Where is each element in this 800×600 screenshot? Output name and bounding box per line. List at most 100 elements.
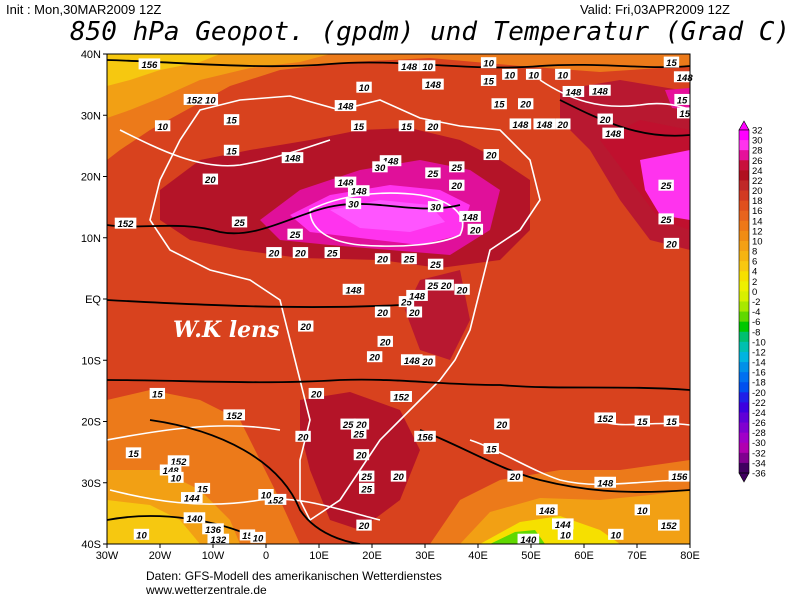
contour-label: 15: [480, 74, 497, 87]
contour-label: 15: [194, 482, 211, 495]
valid-time: Valid: Fri,03APR2009 12Z: [579, 2, 730, 17]
contour-label: 15: [674, 93, 690, 106]
legend-tick-label: 14: [752, 216, 763, 227]
svg-text:152: 152: [597, 414, 614, 425]
contour-label: 30: [345, 198, 362, 211]
svg-text:30: 30: [430, 203, 441, 214]
svg-text:10: 10: [136, 530, 147, 541]
contour-label: 30: [427, 201, 444, 214]
contour-label: 15: [125, 447, 142, 460]
legend-tick-label: 32: [752, 126, 763, 137]
svg-text:25: 25: [342, 420, 354, 431]
svg-text:25: 25: [233, 218, 245, 229]
contour-label: 20: [419, 355, 436, 368]
contour-label: 148: [562, 85, 585, 98]
lat-label: 40S: [81, 539, 101, 551]
legend-swatch: [739, 140, 749, 151]
legend-swatch: [739, 251, 749, 262]
legend-swatch: [739, 261, 749, 272]
temperature-field: [107, 54, 690, 544]
contour-label: 15: [663, 56, 680, 69]
svg-text:20: 20: [469, 225, 481, 236]
svg-text:15: 15: [128, 449, 139, 460]
contour-label: 140: [517, 533, 540, 546]
svg-text:20: 20: [204, 175, 216, 186]
legend-tick-label: -6: [752, 317, 760, 328]
legend-swatch: [739, 220, 749, 232]
legend-swatch: [739, 432, 749, 444]
svg-text:10: 10: [261, 491, 272, 502]
legend-swatch: [739, 311, 749, 323]
contour-label: 20: [555, 118, 571, 131]
legend-tick-label: -2: [752, 297, 760, 308]
legend-tick-label: 26: [752, 156, 763, 167]
contour-label: 25: [351, 427, 367, 440]
legend-swatch: [739, 462, 749, 474]
contour-label: 148: [422, 78, 444, 91]
svg-text:20: 20: [310, 389, 322, 400]
legend-swatch: [739, 402, 749, 413]
svg-text:20: 20: [509, 472, 521, 483]
contour-label: 152: [390, 391, 412, 404]
svg-text:152: 152: [171, 457, 188, 468]
legend-swatch: [739, 271, 749, 282]
svg-text:20: 20: [557, 120, 569, 131]
contour-label: 148: [533, 118, 556, 131]
contour-label: 20: [494, 418, 510, 431]
contour-label: 20: [353, 449, 370, 462]
svg-text:20: 20: [519, 100, 531, 111]
svg-text:148: 148: [605, 129, 622, 140]
chart-title: 850 hPa Geopot. (gpdm) und Temperatur (G…: [70, 17, 791, 47]
contour-label: 148: [673, 71, 696, 84]
svg-text:152: 152: [393, 393, 410, 404]
contour-label: 148: [159, 464, 182, 477]
legend-swatch: [739, 160, 749, 171]
legend-swatch: [739, 372, 749, 383]
svg-text:25: 25: [403, 255, 415, 266]
contour-label: 10: [419, 60, 436, 73]
svg-text:148: 148: [565, 87, 582, 98]
svg-text:15: 15: [197, 484, 208, 495]
svg-text:10: 10: [528, 70, 539, 81]
svg-text:148: 148: [338, 102, 355, 113]
svg-text:148: 148: [383, 157, 400, 168]
svg-text:20: 20: [599, 115, 611, 126]
legend-swatch: [739, 230, 749, 242]
legend-tick-label: 30: [752, 136, 763, 147]
legend-tick-label: -22: [752, 398, 766, 409]
svg-text:20: 20: [368, 353, 380, 364]
legend-swatch: [739, 291, 749, 302]
legend-tick-label: -12: [752, 347, 766, 358]
svg-text:152: 152: [226, 411, 243, 422]
contour-label: 10: [634, 504, 650, 517]
svg-text:20: 20: [376, 308, 388, 319]
contour-label: 152: [594, 412, 616, 425]
contour-label: 10: [608, 528, 624, 541]
lon-label: 60E: [574, 550, 594, 562]
legend-tick-label: 18: [752, 196, 763, 207]
svg-text:15: 15: [486, 445, 497, 456]
svg-text:148: 148: [404, 356, 421, 367]
contour-label: 20: [356, 519, 372, 532]
svg-text:20: 20: [268, 249, 280, 260]
svg-text:20: 20: [376, 255, 388, 266]
svg-text:148: 148: [351, 187, 368, 198]
contour-label: 152: [114, 217, 137, 230]
svg-text:136: 136: [205, 525, 222, 536]
svg-text:10: 10: [483, 59, 494, 70]
contour-label: 25: [658, 213, 674, 226]
source-website: www.wetterzentrale.de: [146, 583, 267, 597]
legend-swatch: [739, 412, 749, 423]
legend-tick-label: -26: [752, 418, 766, 429]
svg-text:140: 140: [520, 535, 537, 546]
svg-text:20: 20: [408, 308, 420, 319]
legend-tick-label: -36: [752, 469, 766, 480]
contour-label: 136: [202, 523, 224, 536]
svg-text:140: 140: [187, 514, 204, 525]
svg-text:15: 15: [666, 417, 677, 428]
svg-text:20: 20: [355, 451, 367, 462]
contour-label: 15: [634, 415, 650, 428]
svg-text:148: 148: [677, 73, 694, 84]
contour-label: 25: [425, 167, 441, 180]
contour-label: 20: [507, 470, 523, 483]
